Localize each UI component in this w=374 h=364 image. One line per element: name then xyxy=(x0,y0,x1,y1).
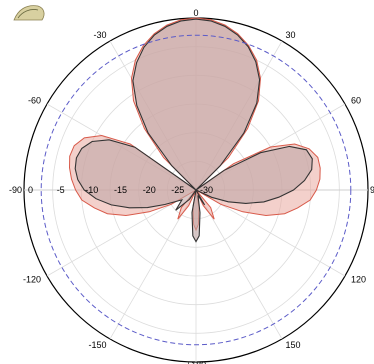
angle-label: 150 xyxy=(286,340,301,350)
radial-label: -20 xyxy=(143,185,156,195)
angle-label: -90 xyxy=(9,185,22,195)
thumbnail-image xyxy=(13,5,45,21)
reference-circle xyxy=(40,34,352,346)
angle-label: -30 xyxy=(93,30,106,40)
angle-label: 30 xyxy=(286,30,296,40)
radial-label: -10 xyxy=(85,185,98,195)
reference-circle-layer xyxy=(40,34,352,346)
angle-label: -150 xyxy=(88,340,106,350)
angle-label: 0 xyxy=(193,8,198,18)
axis-labels: 0 30 60 90 120 150 +180 -150 -120 -90 -60 -30 0 -5 -10… xyxy=(9,8,374,364)
angle-label: 90 xyxy=(370,185,374,195)
radial-label: -30 xyxy=(200,185,213,195)
angle-label: -60 xyxy=(28,96,41,106)
angle-label: 60 xyxy=(351,96,361,106)
angle-label: 120 xyxy=(351,275,366,285)
angle-label: -120 xyxy=(23,275,41,285)
series-layer xyxy=(68,17,321,243)
radial-label: -5 xyxy=(57,185,65,195)
radial-label: 0 xyxy=(28,185,33,195)
angle-label: +180 xyxy=(186,360,206,364)
radial-label: -25 xyxy=(171,185,184,195)
radial-label: -15 xyxy=(114,185,127,195)
series-2-trace xyxy=(74,18,313,243)
